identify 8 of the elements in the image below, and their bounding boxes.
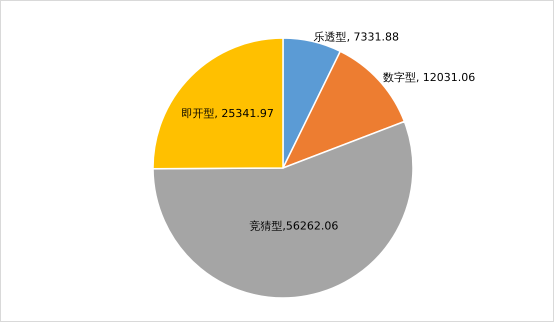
data-label: , 12031.06: [416, 70, 476, 84]
slice-label: 数字型: [382, 70, 416, 84]
data-label: ,56262.06: [282, 218, 338, 232]
data-label: , 7331.88: [346, 30, 400, 43]
slice-label: 即开型: [181, 106, 214, 120]
data-label: , 25341.97: [214, 106, 274, 120]
slice-label: 竞猜型: [249, 218, 282, 232]
slice-label: 乐透型: [314, 30, 347, 43]
